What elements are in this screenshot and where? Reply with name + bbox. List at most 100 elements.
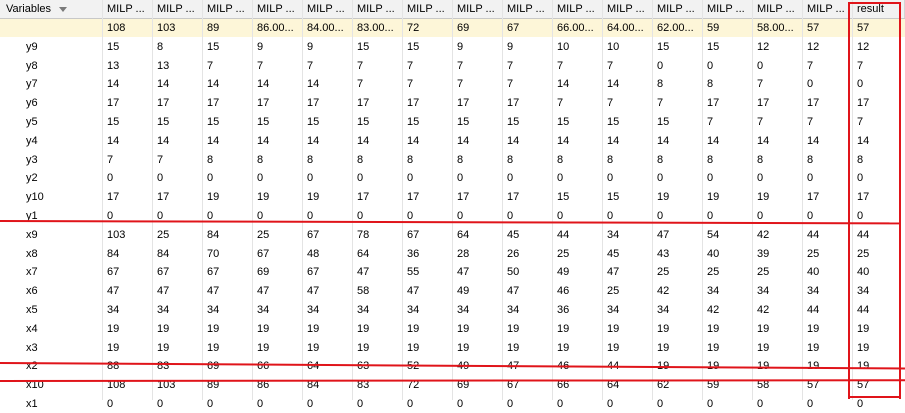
value-cell: 14 xyxy=(157,78,170,90)
value-cell: 47 xyxy=(257,285,270,297)
value-cell: 25 xyxy=(657,266,670,278)
table-row[interactable]: x9 103 25 84 25 67 78 67 64 45 44 34 47 54 42 44 44 xyxy=(0,226,905,244)
table-row[interactable]: y10 17 17 19 19 19 17 17 17 17 15 15 19 19 19 17 17 xyxy=(0,188,905,206)
value-cell: 0 xyxy=(457,172,464,184)
value-cell: 66 xyxy=(257,360,270,372)
column-header[interactable]: MILP ... xyxy=(803,0,853,18)
column-header[interactable]: MILP ... xyxy=(253,0,303,18)
value-cell: 14 xyxy=(757,135,770,147)
column-header[interactable]: MILP ... xyxy=(453,0,503,18)
column-header[interactable]: MILP ... xyxy=(203,0,253,18)
table-row[interactable]: x3 19 19 19 19 19 19 19 19 19 19 19 19 19 19 19 19 xyxy=(0,339,905,357)
table-row[interactable]: x5 34 34 34 34 34 34 34 34 34 36 34 34 42 42 44 44 xyxy=(0,301,905,319)
value-cell: 47 xyxy=(407,285,420,297)
value-cell: 25 xyxy=(557,248,570,260)
value-cell: 15 xyxy=(657,41,670,53)
column-header[interactable]: MILP ... xyxy=(303,0,353,18)
value-cell: 14 xyxy=(707,135,720,147)
value-cell: 108 xyxy=(107,379,126,391)
value-cell: 8 xyxy=(257,154,264,166)
value-cell: 28 xyxy=(457,248,470,260)
column-header[interactable]: MILP ... xyxy=(753,0,803,18)
value-cell: 17 xyxy=(107,191,120,203)
value-cell: 17 xyxy=(507,191,520,203)
table-row[interactable]: y3 7 7 8 8 8 8 8 8 8 8 8 8 8 8 8 8 xyxy=(0,151,905,169)
table-row[interactable]: y5 15 15 15 15 15 15 15 15 15 15 15 15 7 7 7 7 xyxy=(0,113,905,131)
table-row[interactable]: y9 15 8 15 9 9 15 15 9 9 10 10 15 15 12 12 12 xyxy=(0,38,905,56)
value-cell: 45 xyxy=(607,248,620,260)
table-row[interactable]: x6 47 47 47 47 47 58 47 49 47 46 25 42 34 34 34 34 xyxy=(0,282,905,300)
variable-name: x4 xyxy=(26,323,38,335)
annotation-box-top xyxy=(848,2,901,4)
objective-label-cell xyxy=(0,19,103,37)
column-header[interactable]: MILP ... xyxy=(703,0,753,18)
table-row[interactable]: y6 17 17 17 17 17 17 17 17 17 7 7 7 17 17 17 17 xyxy=(0,94,905,112)
value-cell: 8 xyxy=(207,154,214,166)
value-cell: 47 xyxy=(107,285,120,297)
column-header[interactable]: MILP ... xyxy=(653,0,703,18)
value-cell: 15 xyxy=(707,41,720,53)
column-header[interactable]: MILP ... xyxy=(553,0,603,18)
variable-name: x7 xyxy=(26,266,38,278)
table-row[interactable]: y1 0 0 0 0 0 0 0 0 0 0 0 0 0 0 0 0 xyxy=(0,207,905,225)
variable-name: y1 xyxy=(26,210,38,222)
value-cell: 7 xyxy=(557,97,564,109)
table-row[interactable]: y7 14 14 14 14 14 7 7 7 7 14 14 8 8 7 0 0 xyxy=(0,75,905,93)
table-row[interactable]: x10 108 103 89 86 84 83 72 69 67 66 64 62 59 58 57 57 xyxy=(0,376,905,394)
value-cell: 19 xyxy=(257,323,270,335)
value-cell: 58 xyxy=(757,379,770,391)
table-row[interactable]: y4 14 14 14 14 14 14 14 14 14 14 14 14 14 14 14 14 xyxy=(0,132,905,150)
column-header[interactable]: MILP ... xyxy=(103,0,153,18)
value-cell: 19 xyxy=(757,323,770,335)
result-cell: 25 xyxy=(857,248,870,260)
table-row[interactable]: x7 67 67 67 69 67 47 55 47 50 49 47 25 25 25 40 40 xyxy=(0,263,905,281)
variable-name: x10 xyxy=(26,379,44,391)
value-cell: 84 xyxy=(207,229,220,241)
column-separator xyxy=(552,0,553,400)
value-cell: 13 xyxy=(107,60,120,72)
column-header[interactable]: MILP ... xyxy=(403,0,453,18)
table-row[interactable]: y8 13 13 7 7 7 7 7 7 7 7 7 0 0 0 7 7 xyxy=(0,57,905,75)
column-header[interactable]: MILP ... xyxy=(603,0,653,18)
value-cell: 64.00... xyxy=(607,22,644,34)
value-cell: 67 xyxy=(307,266,320,278)
value-cell: 86.00... xyxy=(257,22,294,34)
value-cell: 14 xyxy=(807,135,820,147)
value-cell: 0 xyxy=(757,60,764,72)
column-header[interactable]: MILP ... xyxy=(353,0,403,18)
table-row[interactable]: x8 84 84 70 67 48 64 36 28 26 25 45 43 40 39 25 25 xyxy=(0,245,905,263)
variables-column-header[interactable]: Variables xyxy=(0,0,103,18)
value-cell: 34 xyxy=(457,304,470,316)
column-header[interactable]: MILP ... xyxy=(153,0,203,18)
value-cell: 0 xyxy=(707,172,714,184)
value-cell: 0 xyxy=(257,210,264,222)
value-cell: 14 xyxy=(157,135,170,147)
value-cell: 8 xyxy=(607,154,614,166)
value-cell: 9 xyxy=(307,41,314,53)
result-cell: 19 xyxy=(857,342,870,354)
value-cell: 0 xyxy=(807,172,814,184)
sort-dropdown-icon[interactable] xyxy=(59,6,68,12)
variable-name: x1 xyxy=(26,398,38,410)
value-cell: 15 xyxy=(357,116,370,128)
value-cell: 26 xyxy=(507,248,520,260)
result-cell: 19 xyxy=(857,360,870,372)
column-header[interactable]: MILP ... xyxy=(503,0,553,18)
value-cell: 83.00... xyxy=(357,22,394,34)
value-cell: 0 xyxy=(557,398,564,410)
table-row[interactable]: x4 19 19 19 19 19 19 19 19 19 19 19 19 19 19 19 19 xyxy=(0,320,905,338)
value-cell: 10 xyxy=(557,41,570,53)
value-cell: 7 xyxy=(107,154,114,166)
value-cell: 8 xyxy=(657,154,664,166)
value-cell: 17 xyxy=(757,97,770,109)
value-cell: 88 xyxy=(107,360,120,372)
value-cell: 19 xyxy=(457,342,470,354)
column-separator xyxy=(602,0,603,400)
value-cell: 0 xyxy=(357,210,364,222)
column-separator xyxy=(852,0,853,400)
annotation-box-bottom xyxy=(848,396,901,398)
value-cell: 7 xyxy=(407,60,414,72)
value-cell: 69 xyxy=(207,360,220,372)
table-row[interactable]: y2 0 0 0 0 0 0 0 0 0 0 0 0 0 0 0 0 xyxy=(0,169,905,187)
value-cell: 0 xyxy=(307,398,314,410)
